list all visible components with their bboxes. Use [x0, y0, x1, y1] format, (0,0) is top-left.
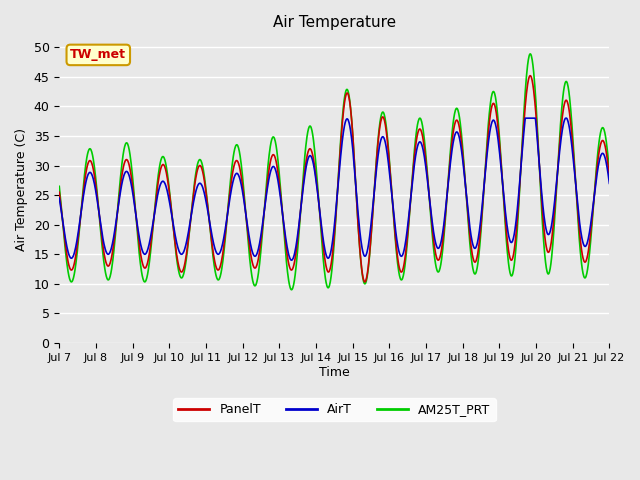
Text: TW_met: TW_met: [70, 48, 126, 61]
PanelT: [492, 107, 500, 113]
AirT: [56, 195, 63, 201]
AirT: [522, 115, 529, 121]
AM25T_PRT: [288, 287, 296, 293]
PanelT: [527, 73, 534, 79]
Line: AM25T_PRT: AM25T_PRT: [60, 54, 609, 290]
AirT: [492, 123, 500, 129]
AirT: [164, 192, 172, 198]
AirT: [239, 192, 247, 198]
AM25T_PRT: [527, 51, 534, 57]
AirT: [605, 180, 613, 186]
PanelT: [239, 188, 247, 193]
PanelT: [420, 142, 428, 148]
AM25T_PRT: [239, 180, 247, 186]
AM25T_PRT: [178, 275, 186, 281]
Line: AirT: AirT: [60, 118, 609, 260]
PanelT: [178, 269, 186, 275]
X-axis label: Time: Time: [319, 365, 349, 379]
PanelT: [361, 279, 369, 285]
AirT: [178, 252, 186, 257]
Title: Air Temperature: Air Temperature: [273, 15, 396, 30]
PanelT: [56, 189, 63, 195]
Y-axis label: Air Temperature (C): Air Temperature (C): [15, 128, 28, 251]
AirT: [288, 257, 296, 263]
AM25T_PRT: [605, 168, 613, 174]
AirT: [420, 152, 428, 157]
AM25T_PRT: [541, 252, 548, 258]
PanelT: [541, 234, 548, 240]
AM25T_PRT: [492, 96, 500, 102]
AM25T_PRT: [56, 183, 63, 189]
AirT: [541, 219, 548, 225]
AM25T_PRT: [420, 133, 428, 139]
Legend: PanelT, AirT, AM25T_PRT: PanelT, AirT, AM25T_PRT: [173, 398, 495, 421]
AM25T_PRT: [164, 177, 172, 183]
PanelT: [605, 175, 613, 180]
PanelT: [164, 181, 172, 187]
Line: PanelT: PanelT: [60, 76, 609, 282]
